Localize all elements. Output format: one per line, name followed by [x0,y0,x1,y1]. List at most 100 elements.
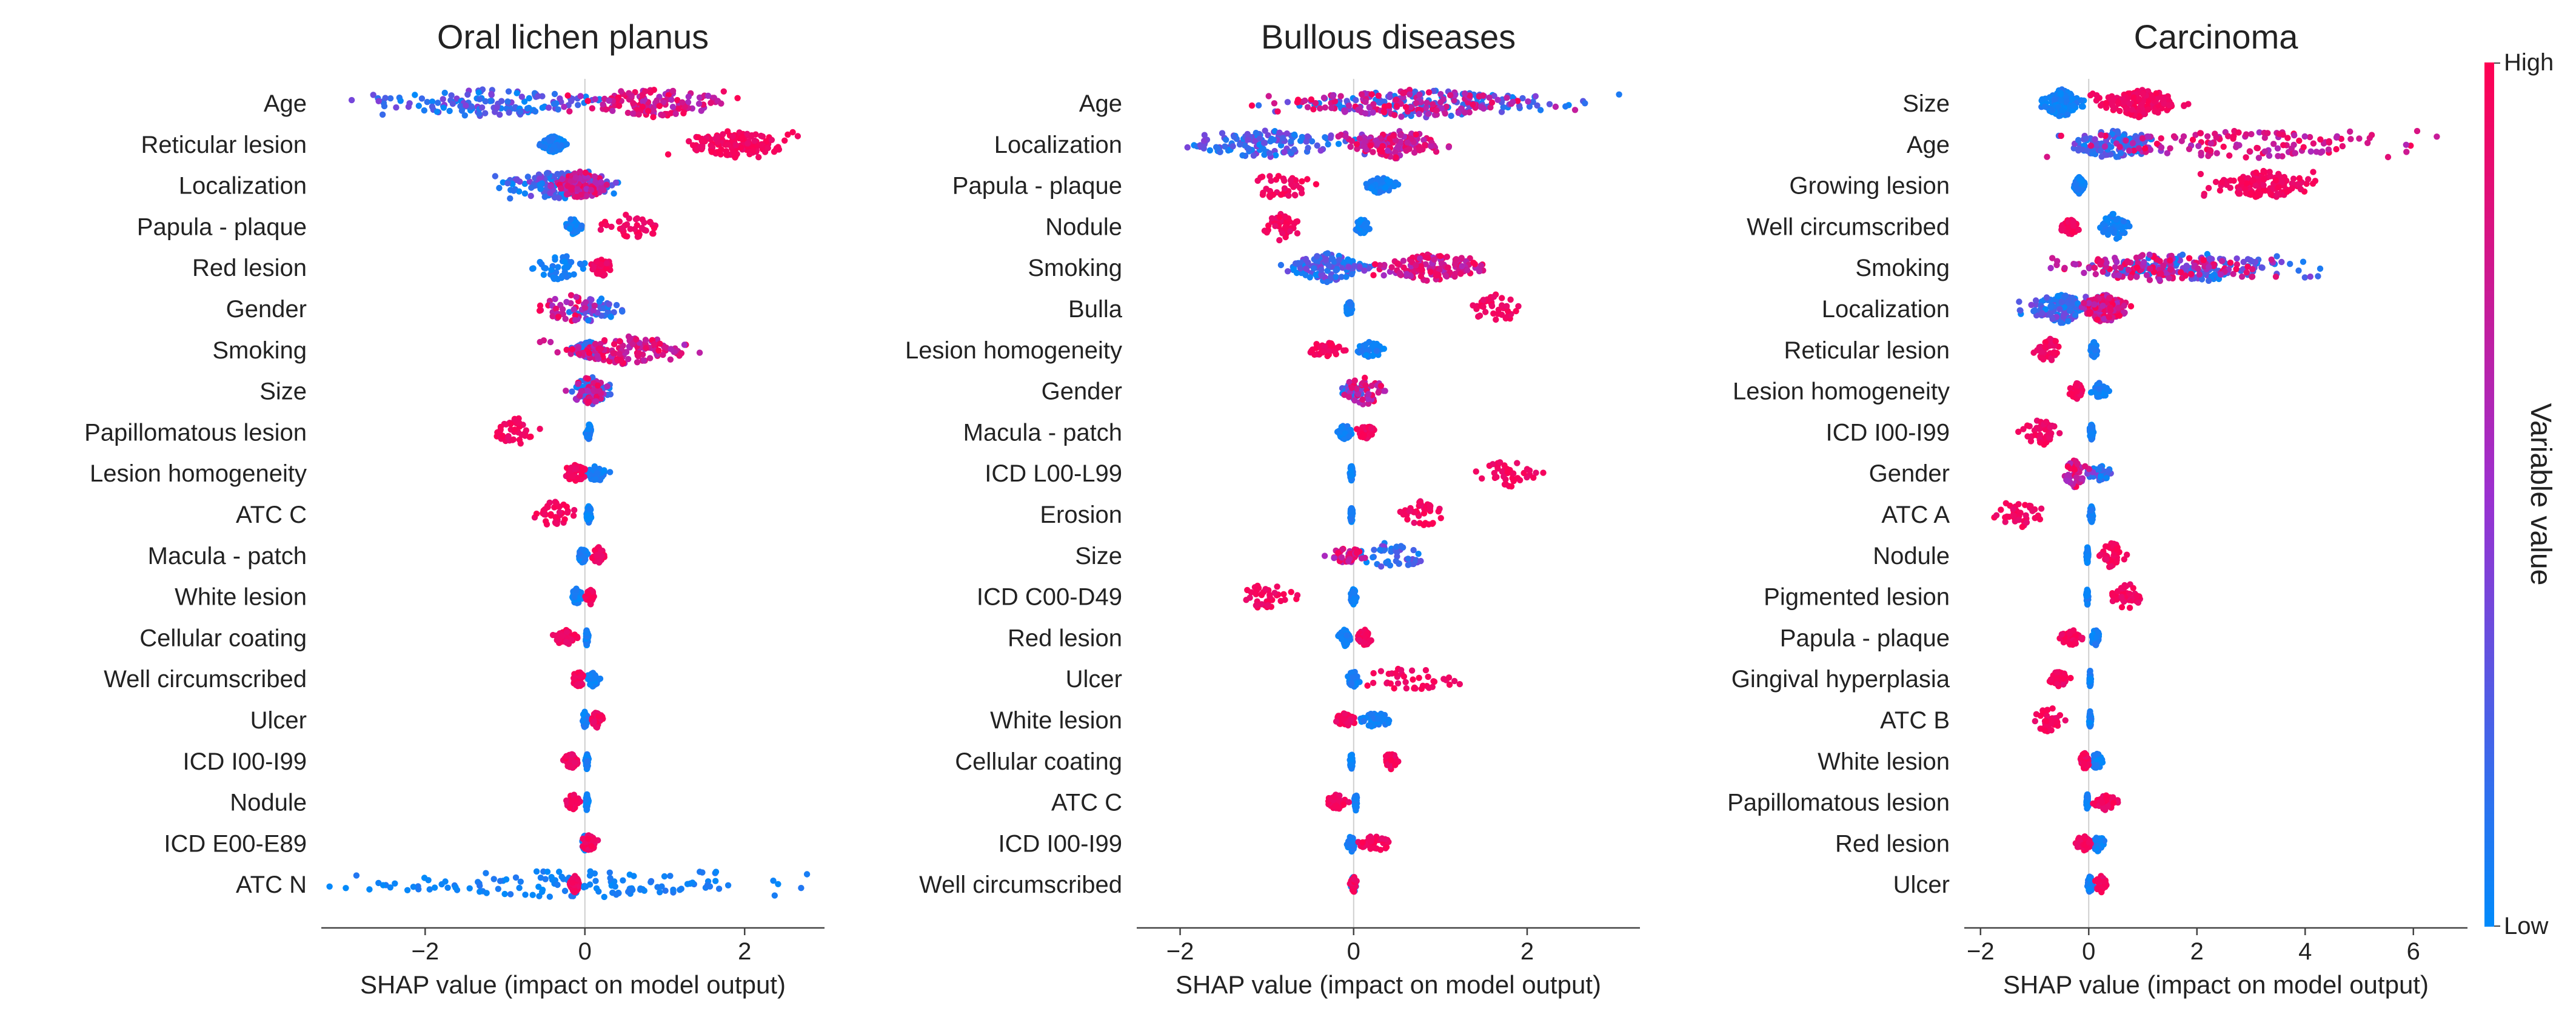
shap-point [370,92,376,98]
shap-point [461,112,468,119]
feature-label: Smoking [1028,255,1122,281]
shap-point [620,877,626,884]
shap-point [596,189,603,196]
shap-point [1280,591,1287,597]
feature-label: Size [1075,543,1122,569]
shap-point [1355,106,1362,113]
shap-point [591,302,598,309]
shap-point [699,869,706,876]
shap-point [517,109,524,115]
shap-point [1488,99,1496,106]
shap-point [571,506,578,514]
shap-point [592,179,599,186]
shap-point [718,100,724,107]
shap-point [1402,104,1410,110]
feature-label: Gender [1042,378,1122,405]
shap-point [630,99,637,107]
feature-label: Nodule [230,790,307,816]
shap-point [1291,192,1298,198]
shap-point [615,102,623,109]
shap-point [532,108,539,115]
shap-point [581,304,589,311]
shap-point [1480,105,1487,112]
shap-point [583,193,590,200]
shap-point [613,301,620,309]
shap-point [1368,185,1374,192]
shap-point [606,869,613,876]
shap-point [535,93,541,99]
shap-point [596,559,603,566]
shap-point [647,89,654,96]
shap-point [699,144,706,152]
feature-row: Red lesion [192,253,614,283]
shap-point [522,892,529,898]
shap-point [497,428,504,434]
feature-label: Well circumscribed [104,666,307,693]
shap-point [625,355,632,363]
shap-point [674,96,681,104]
shap-point [1445,264,1451,271]
shap-point [517,878,524,885]
shap-point [537,302,544,309]
shap-point [563,298,570,306]
shap-point [343,885,349,892]
shap-point [492,173,498,180]
shap-point [649,230,656,237]
shap-point [379,111,386,118]
shap-point [597,675,604,682]
shap-point [594,470,600,477]
shap-point [591,173,598,180]
shap-point [1404,139,1411,146]
shap-point [708,99,714,106]
shap-point [1268,177,1274,184]
shap-point [667,873,674,879]
shap-point [771,892,778,899]
x-tick-label: −2 [411,938,439,965]
shap-point [647,878,655,885]
shap-point [637,886,644,893]
shap-point [1493,474,1500,480]
shap-point [613,892,620,898]
shap-point [1462,90,1468,97]
feature-row: Localization [179,168,621,202]
shap-point [1293,218,1300,225]
shap-point [598,552,605,559]
shap-point [626,215,632,222]
shap-point [755,154,762,161]
shap-point [1392,670,1399,677]
shap-point [638,224,646,231]
shap-point [545,104,552,111]
shap-point [589,105,595,112]
shap-point [1305,259,1311,266]
shap-point [567,292,575,298]
shap-point [611,190,617,197]
shap-point [1488,303,1496,309]
shap-point [580,711,587,718]
shap-point [505,88,512,95]
shap-point [603,181,610,188]
shap-point [1281,177,1288,184]
shap-point [588,297,595,303]
shap-point [1310,106,1317,113]
shap-point [510,187,517,194]
shap-point [667,110,675,116]
shap-point [1308,348,1315,354]
shap-point [1394,143,1402,150]
feature-row: Smoking [212,333,703,368]
shap-point [527,433,534,440]
shap-point [604,383,611,390]
shap-point [444,884,451,892]
shap-point [1345,263,1352,270]
shap-point [562,315,569,322]
feature-row: Size [1075,540,1424,570]
shap-point [1320,95,1328,101]
shap-point [449,100,457,107]
shap-point [1378,176,1385,183]
shap-point [551,90,558,98]
shap-point [575,380,581,388]
shap-point [629,341,636,348]
shap-point [618,88,624,95]
shap-point [1425,89,1433,96]
shap-point [452,884,459,891]
shap-point [1430,520,1436,526]
